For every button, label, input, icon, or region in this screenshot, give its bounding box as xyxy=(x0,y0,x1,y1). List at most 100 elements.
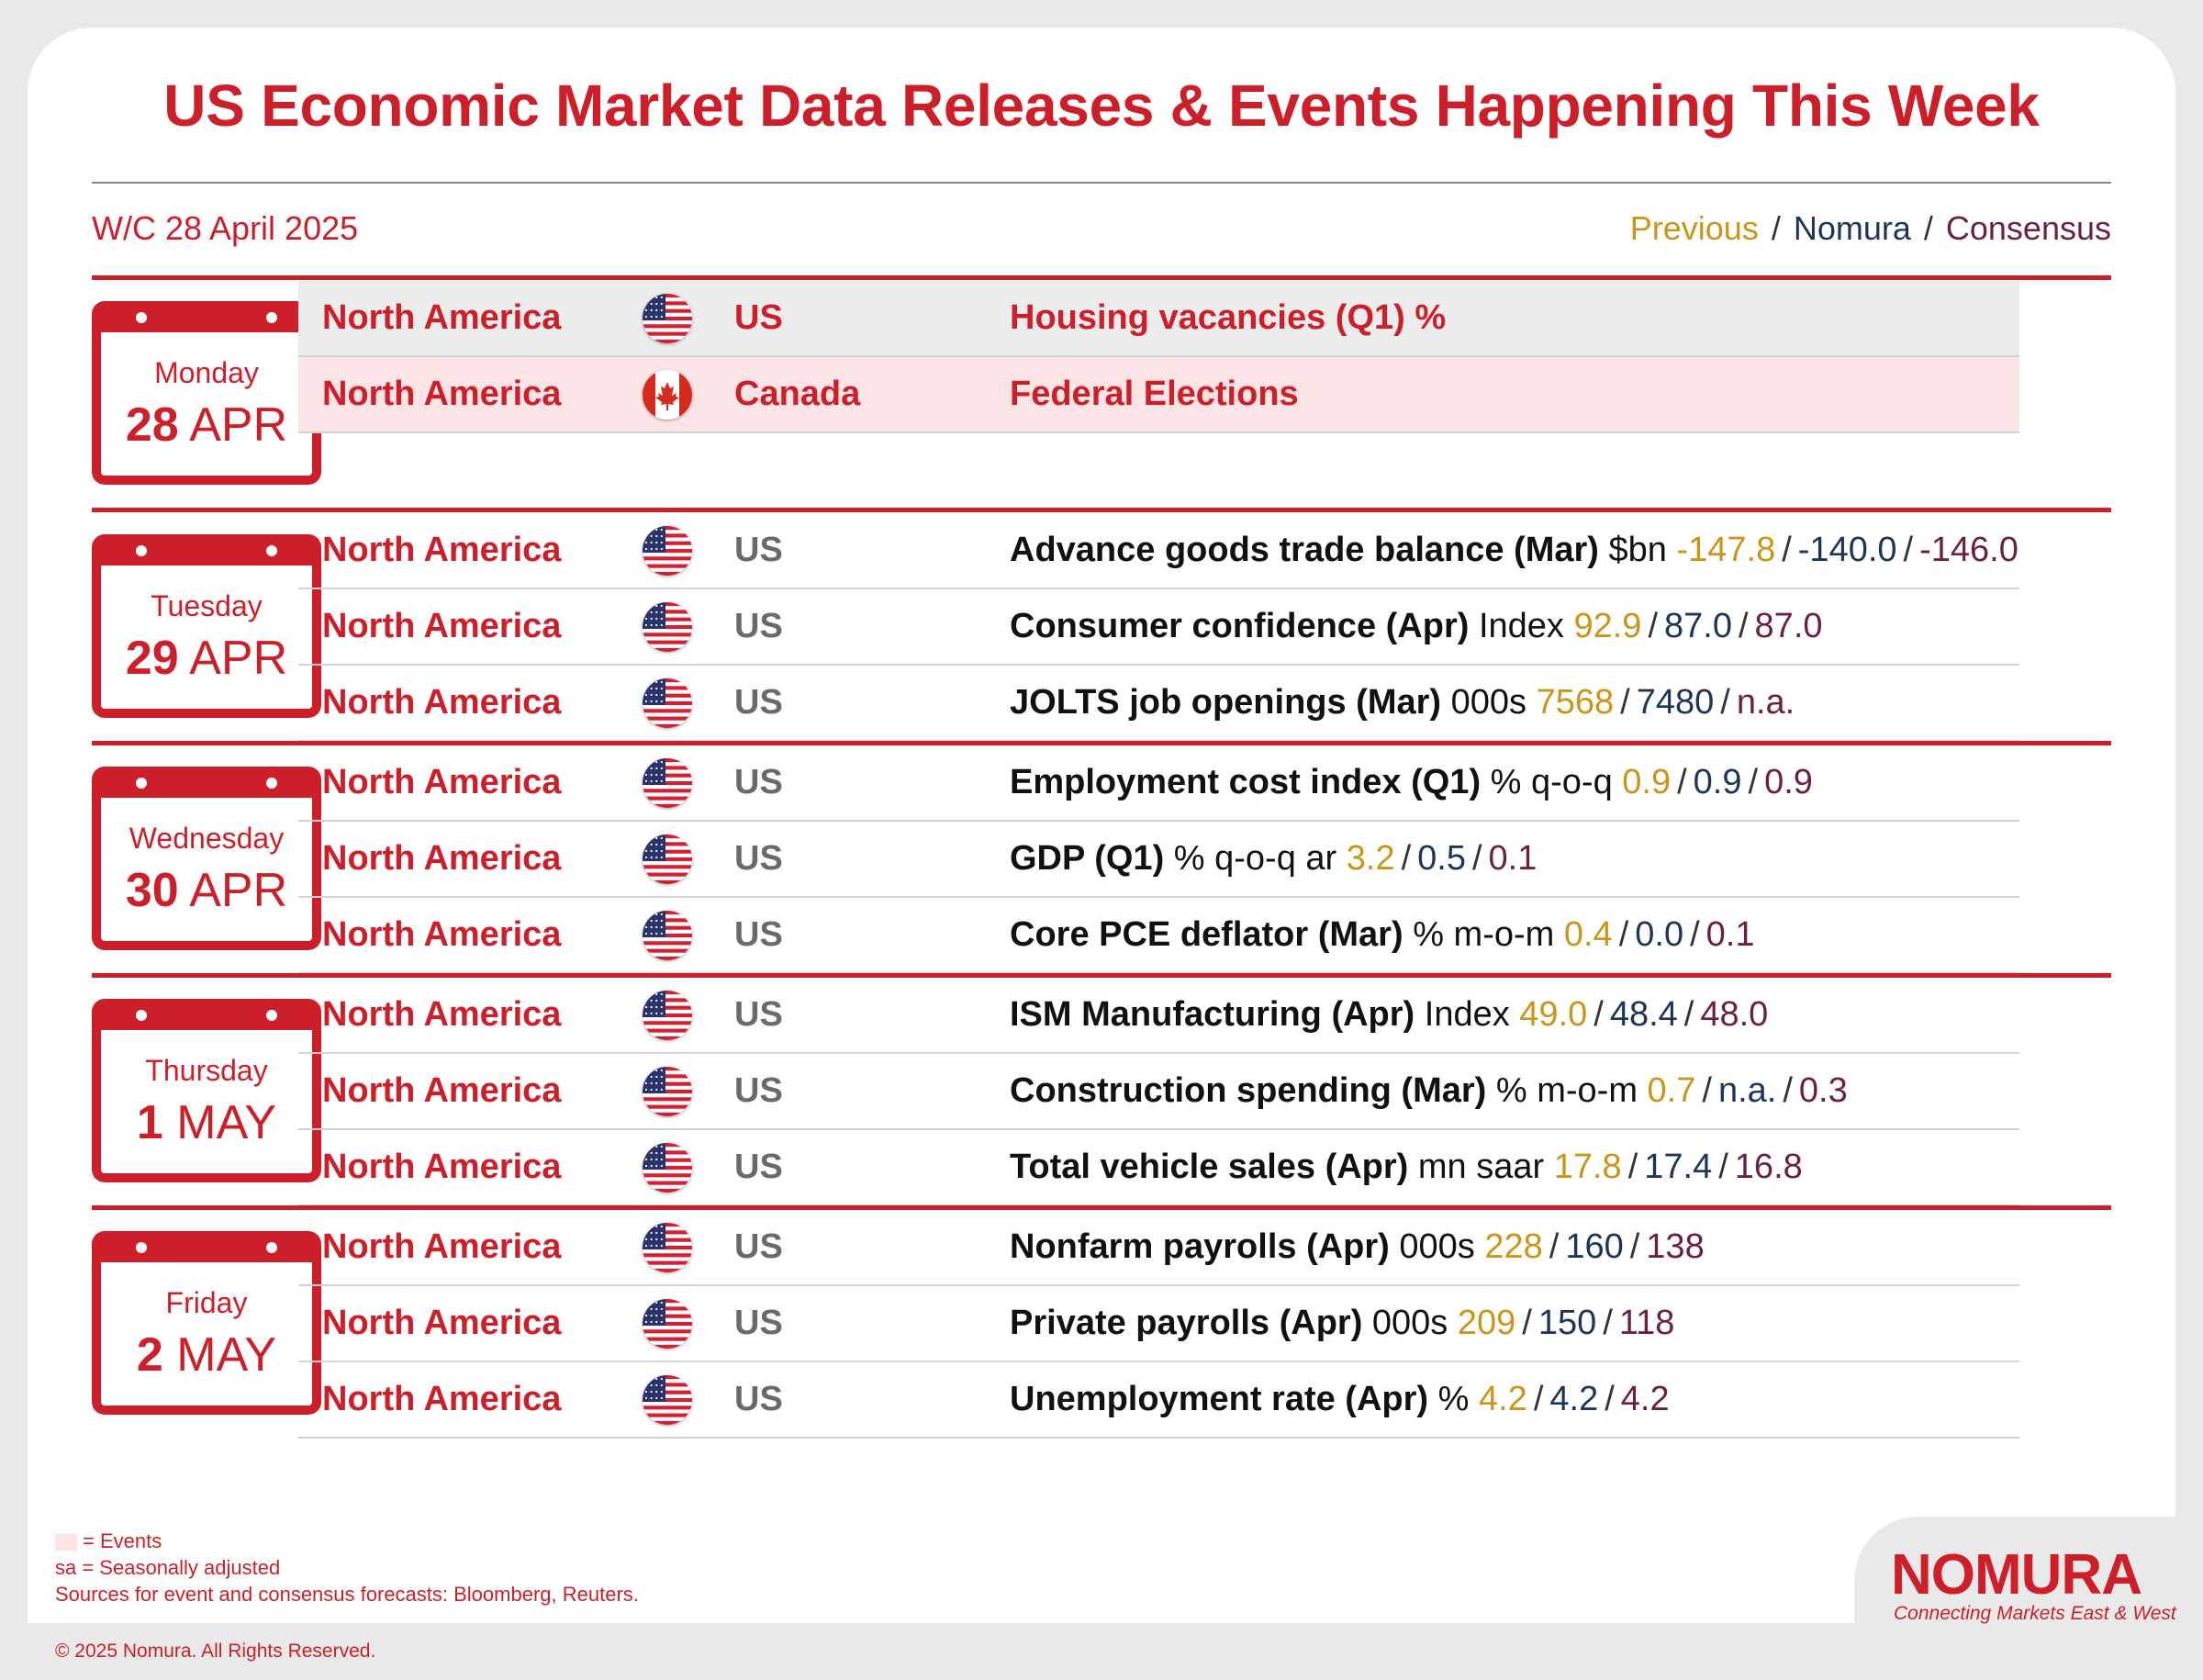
value-separator: / xyxy=(1648,607,1659,645)
value-separator: / xyxy=(1903,531,1914,569)
release-name: Construction spending (Mar) xyxy=(1010,1071,1487,1110)
nomura-tagline: Connecting Markets East & West xyxy=(1894,1603,2176,1624)
day-divider xyxy=(92,741,2111,745)
calendar-date-icon: Thursday 1 MAY xyxy=(92,999,321,1182)
us-flag-icon xyxy=(643,678,692,728)
nomura-forecast: 7480 xyxy=(1636,683,1715,722)
country-label: US xyxy=(734,763,783,801)
release-name: Consumer confidence (Apr) xyxy=(1010,607,1470,645)
region-label: North America xyxy=(322,531,562,569)
value-separator: / xyxy=(1690,915,1700,954)
value-separator: / xyxy=(1720,683,1730,722)
country-label: US xyxy=(734,1148,783,1186)
release-name: JOLTS job openings (Mar) xyxy=(1010,683,1442,722)
region-label: North America xyxy=(322,915,562,954)
title-divider xyxy=(92,182,2111,184)
canada-flag-icon xyxy=(643,370,692,420)
region-label: North America xyxy=(322,298,562,337)
release-unit: 000s xyxy=(1371,1304,1448,1342)
value-separator: / xyxy=(1783,1071,1793,1110)
release-unit: 000s xyxy=(1450,683,1527,722)
value-separator: / xyxy=(1677,763,1687,801)
release-detail: JOLTS job openings (Mar) 000s 7568/7480/… xyxy=(1010,683,1795,722)
consensus-forecast: -146.0 xyxy=(1919,531,2018,569)
us-flag-icon xyxy=(643,911,692,960)
region-label: North America xyxy=(322,375,562,413)
release-detail: Core PCE deflator (Mar) % m-o-m 0.4/0.0/… xyxy=(1010,915,1754,955)
calendar-date-icon: Tuesday 29 APR xyxy=(92,534,321,718)
sources-note: Sources for event and consensus forecast… xyxy=(55,1583,639,1606)
value-legend: Previous / Nomura / Consensus xyxy=(1630,209,2111,248)
legend-separator: / xyxy=(1771,209,1781,247)
release-name: Advance goods trade balance (Mar) xyxy=(1010,531,1599,569)
country-label: US xyxy=(734,1227,783,1266)
day-date: 29 APR xyxy=(125,632,288,685)
previous-value: -147.8 xyxy=(1676,531,1776,569)
day-divider xyxy=(92,973,2111,978)
release-detail: ISM Manufacturing (Apr) Index 49.0/48.4/… xyxy=(1010,995,1768,1035)
event-title: Housing vacancies (Q1) % xyxy=(1010,298,1447,337)
release-detail: Nonfarm payrolls (Apr) 000s 228/160/138 xyxy=(1010,1227,1705,1267)
release-row: North America US Housing vacancies (Q1) % xyxy=(298,281,2019,357)
previous-value: 92.9 xyxy=(1573,607,1642,645)
calendar-date-icon: Friday 2 MAY xyxy=(92,1231,321,1415)
region-label: North America xyxy=(322,1148,562,1186)
region-label: North America xyxy=(322,1071,562,1110)
release-row: North America US GDP (Q1) % q-o-q ar 3.2/0… xyxy=(298,822,2019,898)
consensus-forecast: 0.1 xyxy=(1488,839,1538,878)
value-separator: / xyxy=(1627,1148,1638,1186)
value-separator: / xyxy=(1738,607,1749,645)
region-label: North America xyxy=(322,1304,562,1342)
release-unit: mn saar xyxy=(1417,1148,1545,1186)
country-label: US xyxy=(734,915,783,954)
events-key: = Events xyxy=(55,1528,639,1554)
region-label: North America xyxy=(322,683,562,722)
us-flag-icon xyxy=(643,834,692,884)
country-label: US xyxy=(734,1071,783,1110)
release-name: Private payrolls (Apr) xyxy=(1010,1304,1363,1342)
country-label: US xyxy=(734,298,783,337)
country-label: US xyxy=(734,683,783,722)
release-row: North America US Unemployment rate (Apr) %… xyxy=(298,1362,2019,1439)
legend-previous: Previous xyxy=(1629,209,1759,247)
day-date: 30 APR xyxy=(125,864,288,917)
release-row: North America US Advance goods trade balan… xyxy=(298,513,2019,589)
previous-value: 4.2 xyxy=(1478,1380,1527,1418)
us-flag-icon xyxy=(643,526,692,576)
consensus-forecast: 0.9 xyxy=(1764,763,1813,801)
day-date: 2 MAY xyxy=(136,1328,277,1382)
day-divider xyxy=(92,1205,2111,1210)
consensus-forecast: 0.3 xyxy=(1798,1071,1848,1110)
release-name: Employment cost index (Q1) xyxy=(1010,763,1482,801)
value-separator: / xyxy=(1718,1148,1728,1186)
release-name: Nonfarm payrolls (Apr) xyxy=(1010,1227,1390,1266)
release-name: ISM Manufacturing (Apr) xyxy=(1010,995,1415,1034)
region-label: North America xyxy=(322,995,562,1034)
nomura-forecast: n.a. xyxy=(1717,1071,1777,1110)
previous-value: 3.2 xyxy=(1346,839,1395,878)
us-flag-icon xyxy=(643,1067,692,1116)
nomura-forecast: 0.5 xyxy=(1417,839,1466,878)
week-commencing-label: W/C 28 April 2025 xyxy=(92,209,359,247)
release-unit: % m-o-m xyxy=(1413,915,1555,954)
value-separator: / xyxy=(1620,683,1630,722)
consensus-forecast: n.a. xyxy=(1736,683,1795,722)
region-label: North America xyxy=(322,1380,562,1418)
consensus-forecast: 87.0 xyxy=(1754,607,1823,645)
consensus-forecast: 118 xyxy=(1618,1304,1675,1342)
release-name: Total vehicle sales (Apr) xyxy=(1010,1148,1409,1186)
day-name: Monday xyxy=(154,356,259,389)
sa-note: sa = Seasonally adjusted xyxy=(55,1556,281,1579)
nomura-forecast: 0.0 xyxy=(1635,915,1684,954)
nomura-forecast: -140.0 xyxy=(1797,531,1897,569)
release-unit: % q-o-q ar xyxy=(1173,839,1337,878)
us-flag-icon xyxy=(643,1375,692,1425)
release-detail: Employment cost index (Q1) % q-o-q 0.9/0… xyxy=(1010,763,1813,802)
legend-nomura: Nomura xyxy=(1793,209,1911,247)
value-separator: / xyxy=(1629,1227,1640,1266)
legend-consensus: Consensus xyxy=(1945,209,2111,247)
consensus-forecast: 0.1 xyxy=(1705,915,1755,954)
region-label: North America xyxy=(322,1227,562,1266)
release-row: North America US Consumer confidence (Apr)… xyxy=(298,589,2019,666)
region-label: North America xyxy=(322,763,562,801)
